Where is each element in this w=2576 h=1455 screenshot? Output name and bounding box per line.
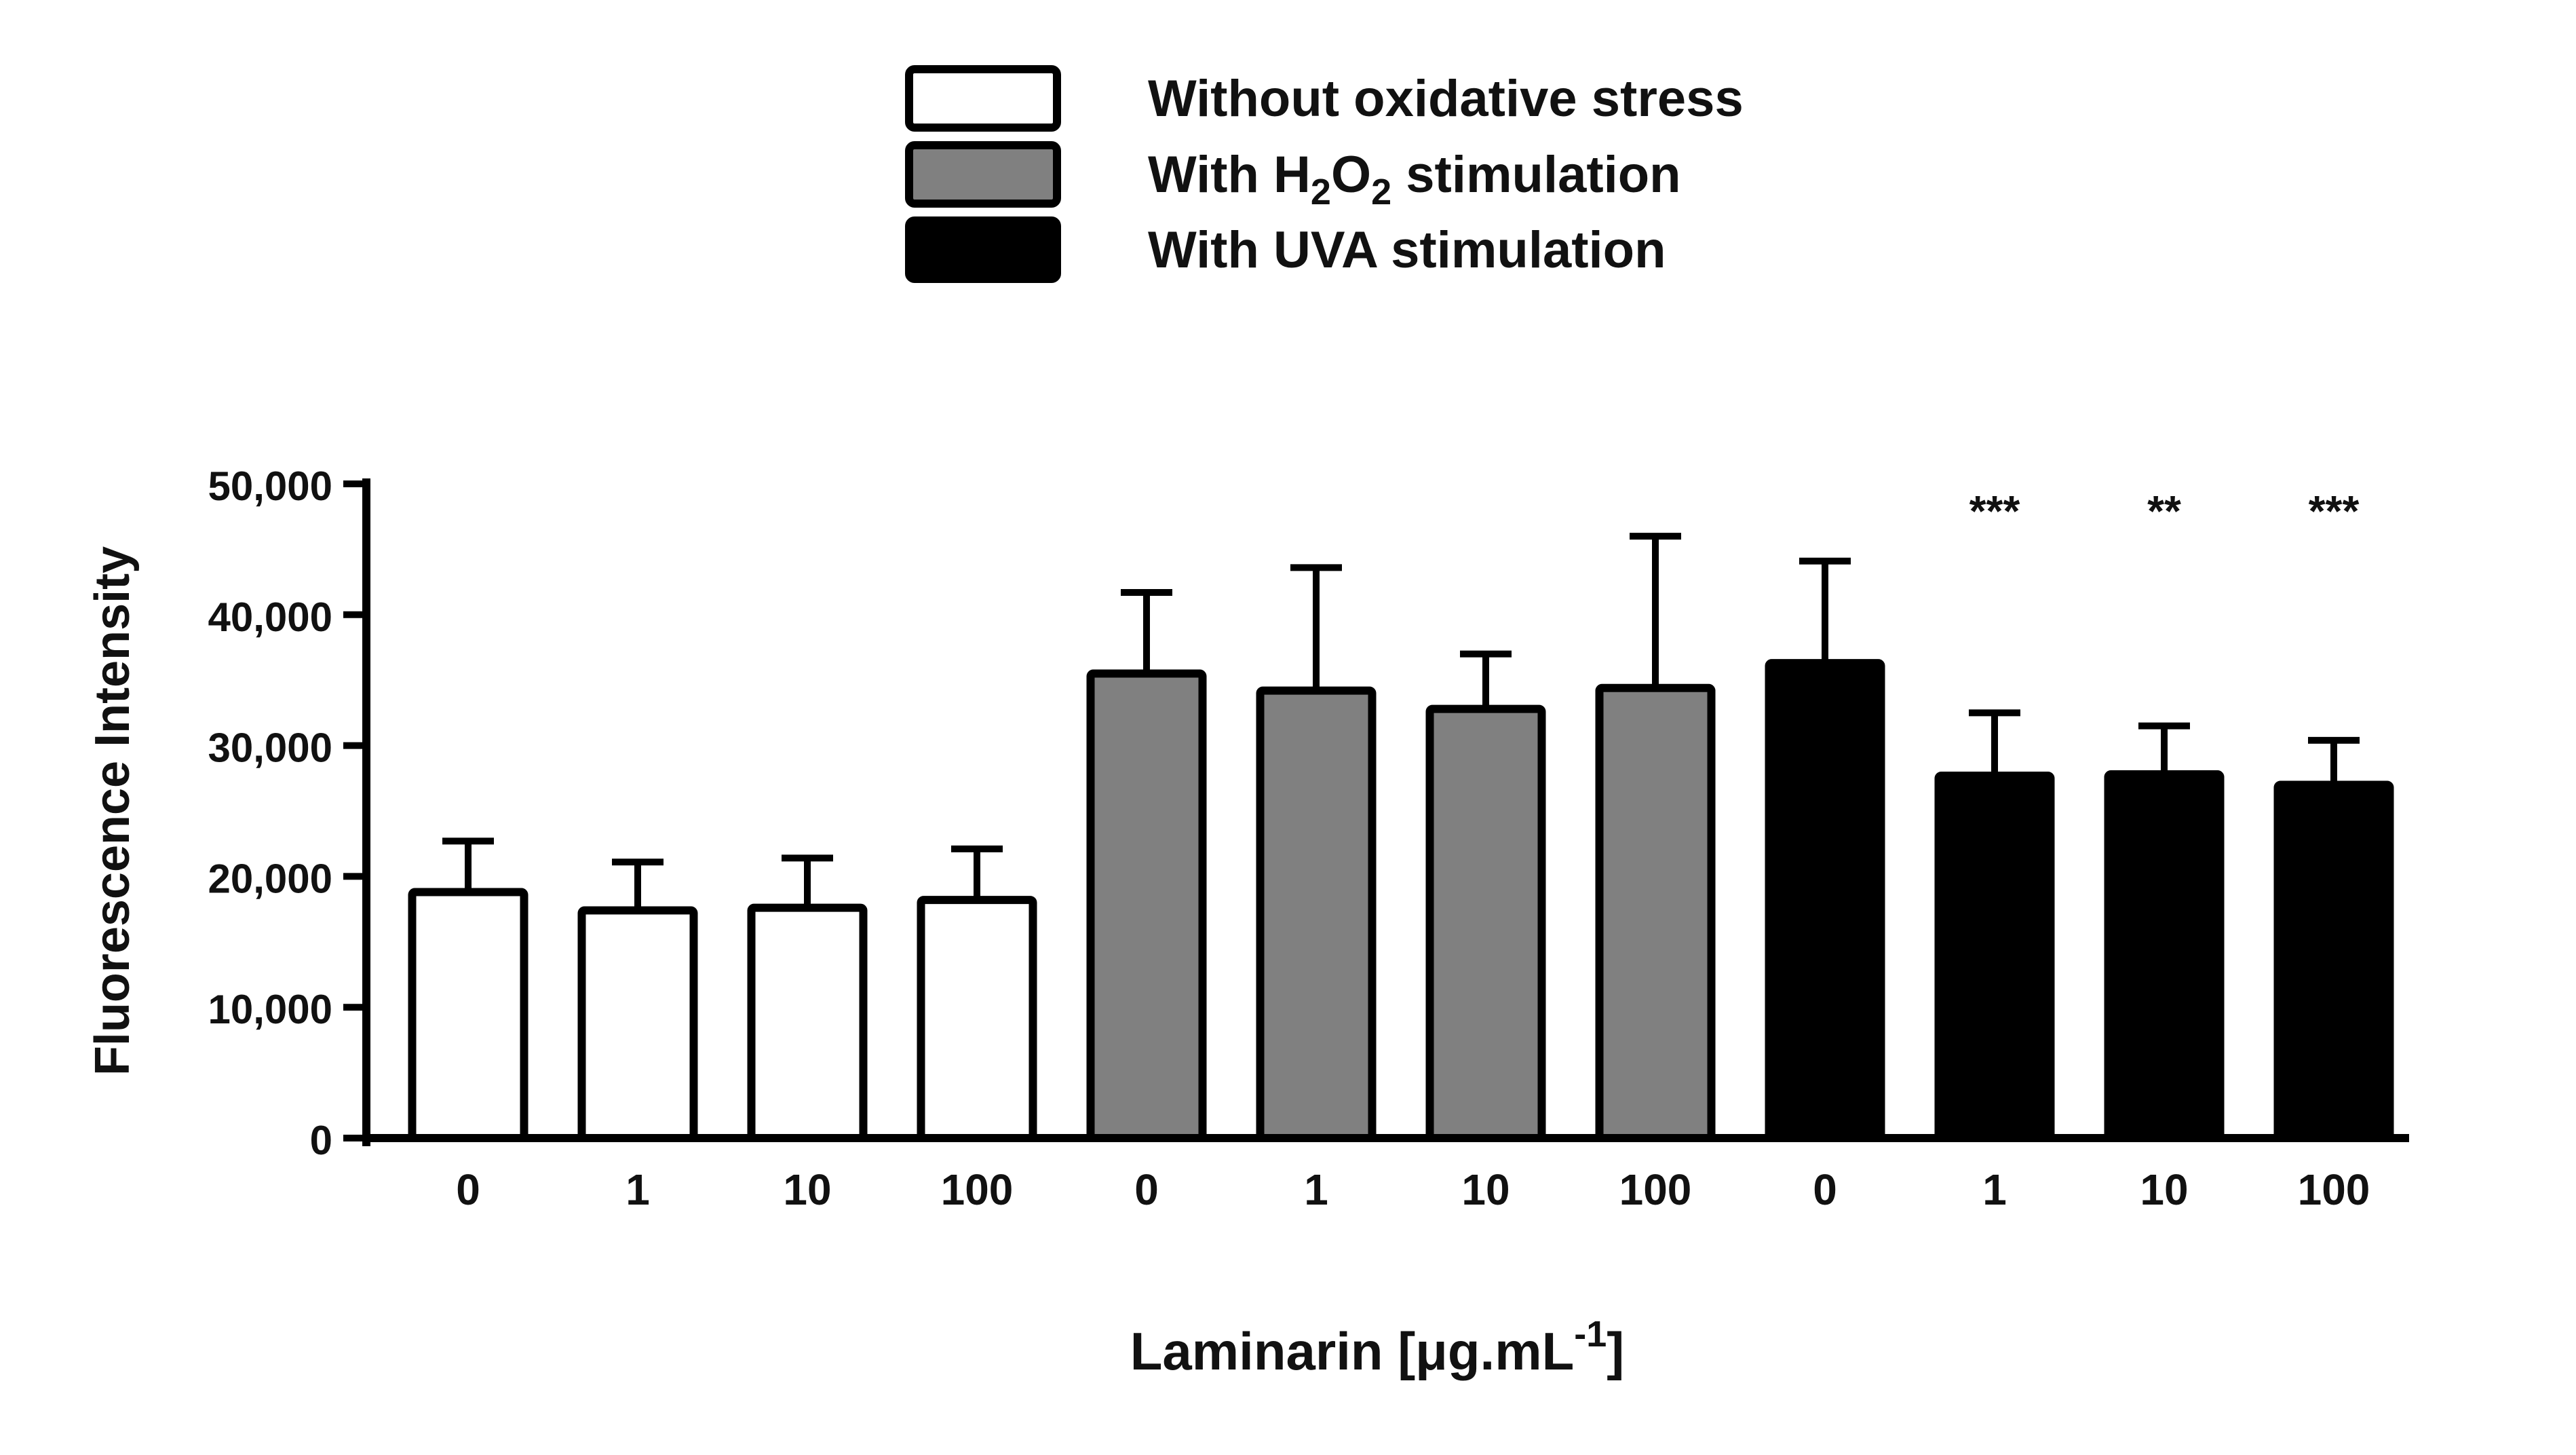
error-bars	[442, 533, 2360, 911]
bar	[1086, 669, 1207, 1142]
significance-marker: ***	[2309, 487, 2360, 535]
bar	[1595, 683, 1716, 1142]
legend-label-part: O	[1331, 146, 1371, 204]
bar	[408, 888, 528, 1142]
bars	[408, 659, 2394, 1142]
bar	[577, 906, 698, 1142]
legend-label-subscript: 2	[1371, 172, 1391, 212]
x-tick-label: 0	[456, 1165, 480, 1214]
x-tick-label: 0	[1813, 1165, 1837, 1214]
legend-label: Without oxidative stress	[1148, 70, 1744, 128]
x-tick-label: 10	[2140, 1165, 2188, 1214]
legend-swatch	[905, 141, 1061, 208]
bar	[2104, 770, 2225, 1142]
significance-marker: **	[2147, 487, 2181, 535]
x-tick-label: 1	[1304, 1165, 1328, 1214]
bar	[747, 903, 868, 1142]
x-tick-label: 100	[2298, 1165, 2370, 1214]
legend-swatch	[905, 216, 1061, 283]
legend-swatch	[905, 65, 1061, 132]
legend-label-part: Without oxidative stress	[1148, 70, 1744, 128]
x-tick-label: 100	[941, 1165, 1014, 1214]
x-tick-label: 1	[1982, 1165, 2007, 1214]
legend-label: With H2O2 stimulation	[1148, 146, 1681, 212]
y-tick-label: 40,000	[208, 594, 332, 640]
x-axis-title-superscript: -1	[1574, 1314, 1607, 1355]
bar	[1934, 771, 2055, 1142]
axes: 0 10,000 20,000 30,000 40,000 50,000	[208, 464, 2409, 1163]
bar	[2273, 780, 2394, 1142]
bar	[1256, 686, 1377, 1142]
x-tick-label: 1	[626, 1165, 650, 1214]
bar	[1765, 659, 1885, 1142]
y-tick-label: 50,000	[208, 464, 332, 509]
x-tick-label: 0	[1134, 1165, 1159, 1214]
labels: 0 1 10 100 0 1 10 100 0 *** 1 ** 10 *** 100 Fluorescenc…	[85, 487, 2370, 1381]
x-tick-label: 10	[783, 1165, 831, 1214]
legend-label-part: With H	[1148, 146, 1311, 204]
significance-marker: ***	[1969, 487, 2020, 535]
x-tick-label: 10	[1461, 1165, 1510, 1214]
y-tick-label: 10,000	[208, 987, 332, 1032]
x-axis-title-main: Laminarin [μg.mL	[1130, 1321, 1574, 1381]
x-tick-label: 100	[1619, 1165, 1692, 1214]
legend-label-part: stimulation	[1391, 146, 1680, 204]
y-tick-label: 0	[310, 1118, 332, 1163]
bar	[1425, 704, 1546, 1142]
legend-label-part: With UVA stimulation	[1148, 221, 1666, 279]
bar	[917, 896, 1037, 1142]
legend-label: With UVA stimulation	[1148, 221, 1666, 279]
y-tick-label: 30,000	[208, 725, 332, 771]
y-tick-label: 20,000	[208, 856, 332, 901]
x-axis-title-close: ]	[1607, 1321, 1624, 1381]
x-axis-title: Laminarin [μg.mL-1]	[1130, 1314, 1624, 1381]
y-axis-title: Fluorescence Intensity	[85, 546, 140, 1076]
legend-label-subscript: 2	[1311, 172, 1331, 212]
